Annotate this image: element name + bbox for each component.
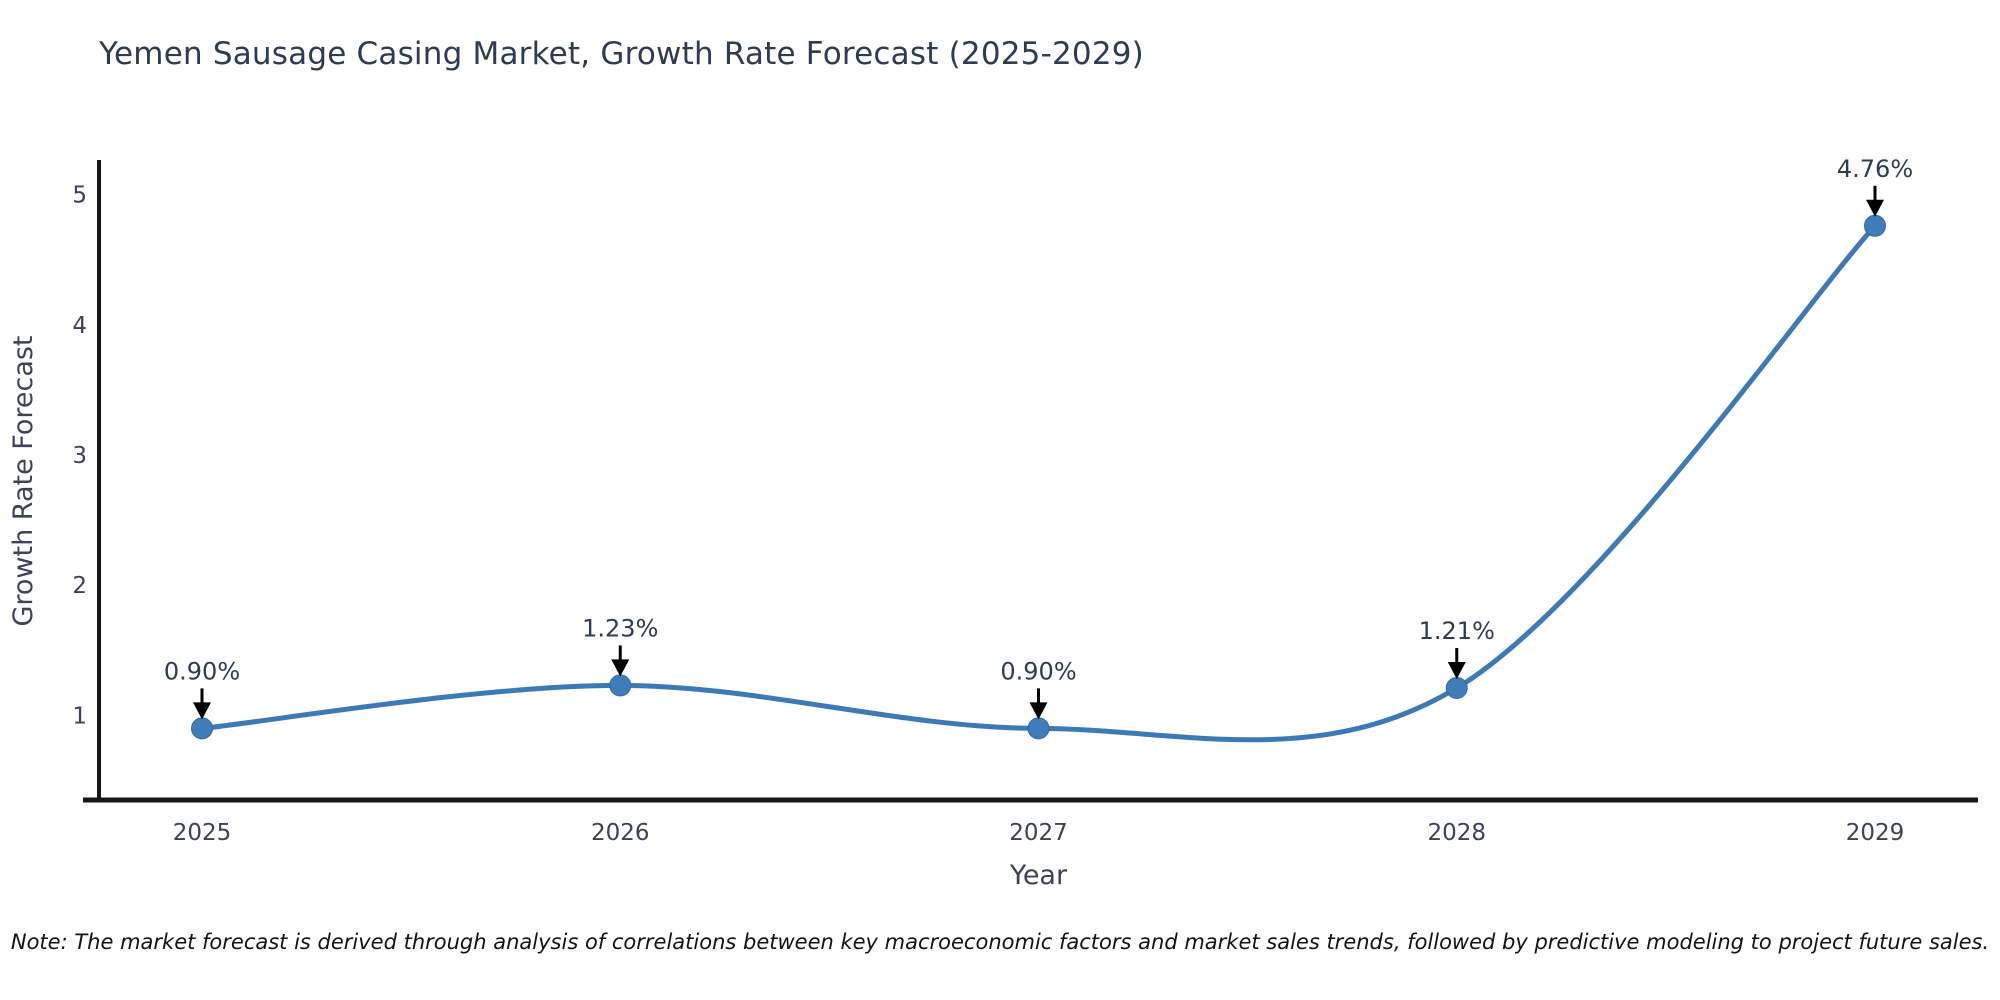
x-tick-label: 2027 <box>1009 820 1068 846</box>
annotation-arrow-head <box>1447 662 1466 680</box>
data-point-2028 <box>1445 677 1468 700</box>
data-point-2026 <box>609 674 632 697</box>
chart-title: Yemen Sausage Casing Market, Growth Rate… <box>99 36 1144 72</box>
annotation-arrow-head <box>193 702 211 720</box>
y-tick-label: 1 <box>72 703 87 729</box>
y-tick-label: 4 <box>72 313 87 339</box>
annotation-2027: 0.90% <box>1000 657 1077 720</box>
x-tick-label: 2029 <box>1846 820 1905 846</box>
annotation-2025: 0.90% <box>164 657 240 720</box>
y-tick-label: 2 <box>72 573 87 599</box>
x-axis-title: Year <box>1009 860 1068 891</box>
annotation-label: 0.90% <box>164 657 240 685</box>
annotation-label: 0.90% <box>1000 657 1076 685</box>
data-point-2027 <box>1027 717 1050 740</box>
annotation-arrow-head <box>611 659 630 677</box>
data-point-2025 <box>191 717 213 740</box>
annotation-2029: 4.76% <box>1837 155 1913 217</box>
forecast-line <box>199 223 1878 743</box>
y-axis-title: Growth Rate Forecast <box>8 335 39 626</box>
annotation-arrow-head <box>1029 702 1048 720</box>
chart-footnote: Note: The market forecast is derived thr… <box>10 930 1990 954</box>
annotation-label: 4.76% <box>1837 155 1913 183</box>
annotation-label: 1.21% <box>1419 617 1495 645</box>
annotation-label: 1.23% <box>582 614 658 642</box>
data-point-2029 <box>1864 214 1886 237</box>
x-tick-label: 2026 <box>591 820 650 846</box>
annotation-arrow-head <box>1866 199 1884 217</box>
y-tick-label: 5 <box>72 183 87 209</box>
annotation-2028: 1.21% <box>1419 617 1495 680</box>
x-tick-label: 2025 <box>173 820 232 846</box>
x-tick-label: 2028 <box>1427 820 1486 846</box>
y-tick-label: 3 <box>72 443 87 469</box>
annotation-2026: 1.23% <box>582 614 658 677</box>
